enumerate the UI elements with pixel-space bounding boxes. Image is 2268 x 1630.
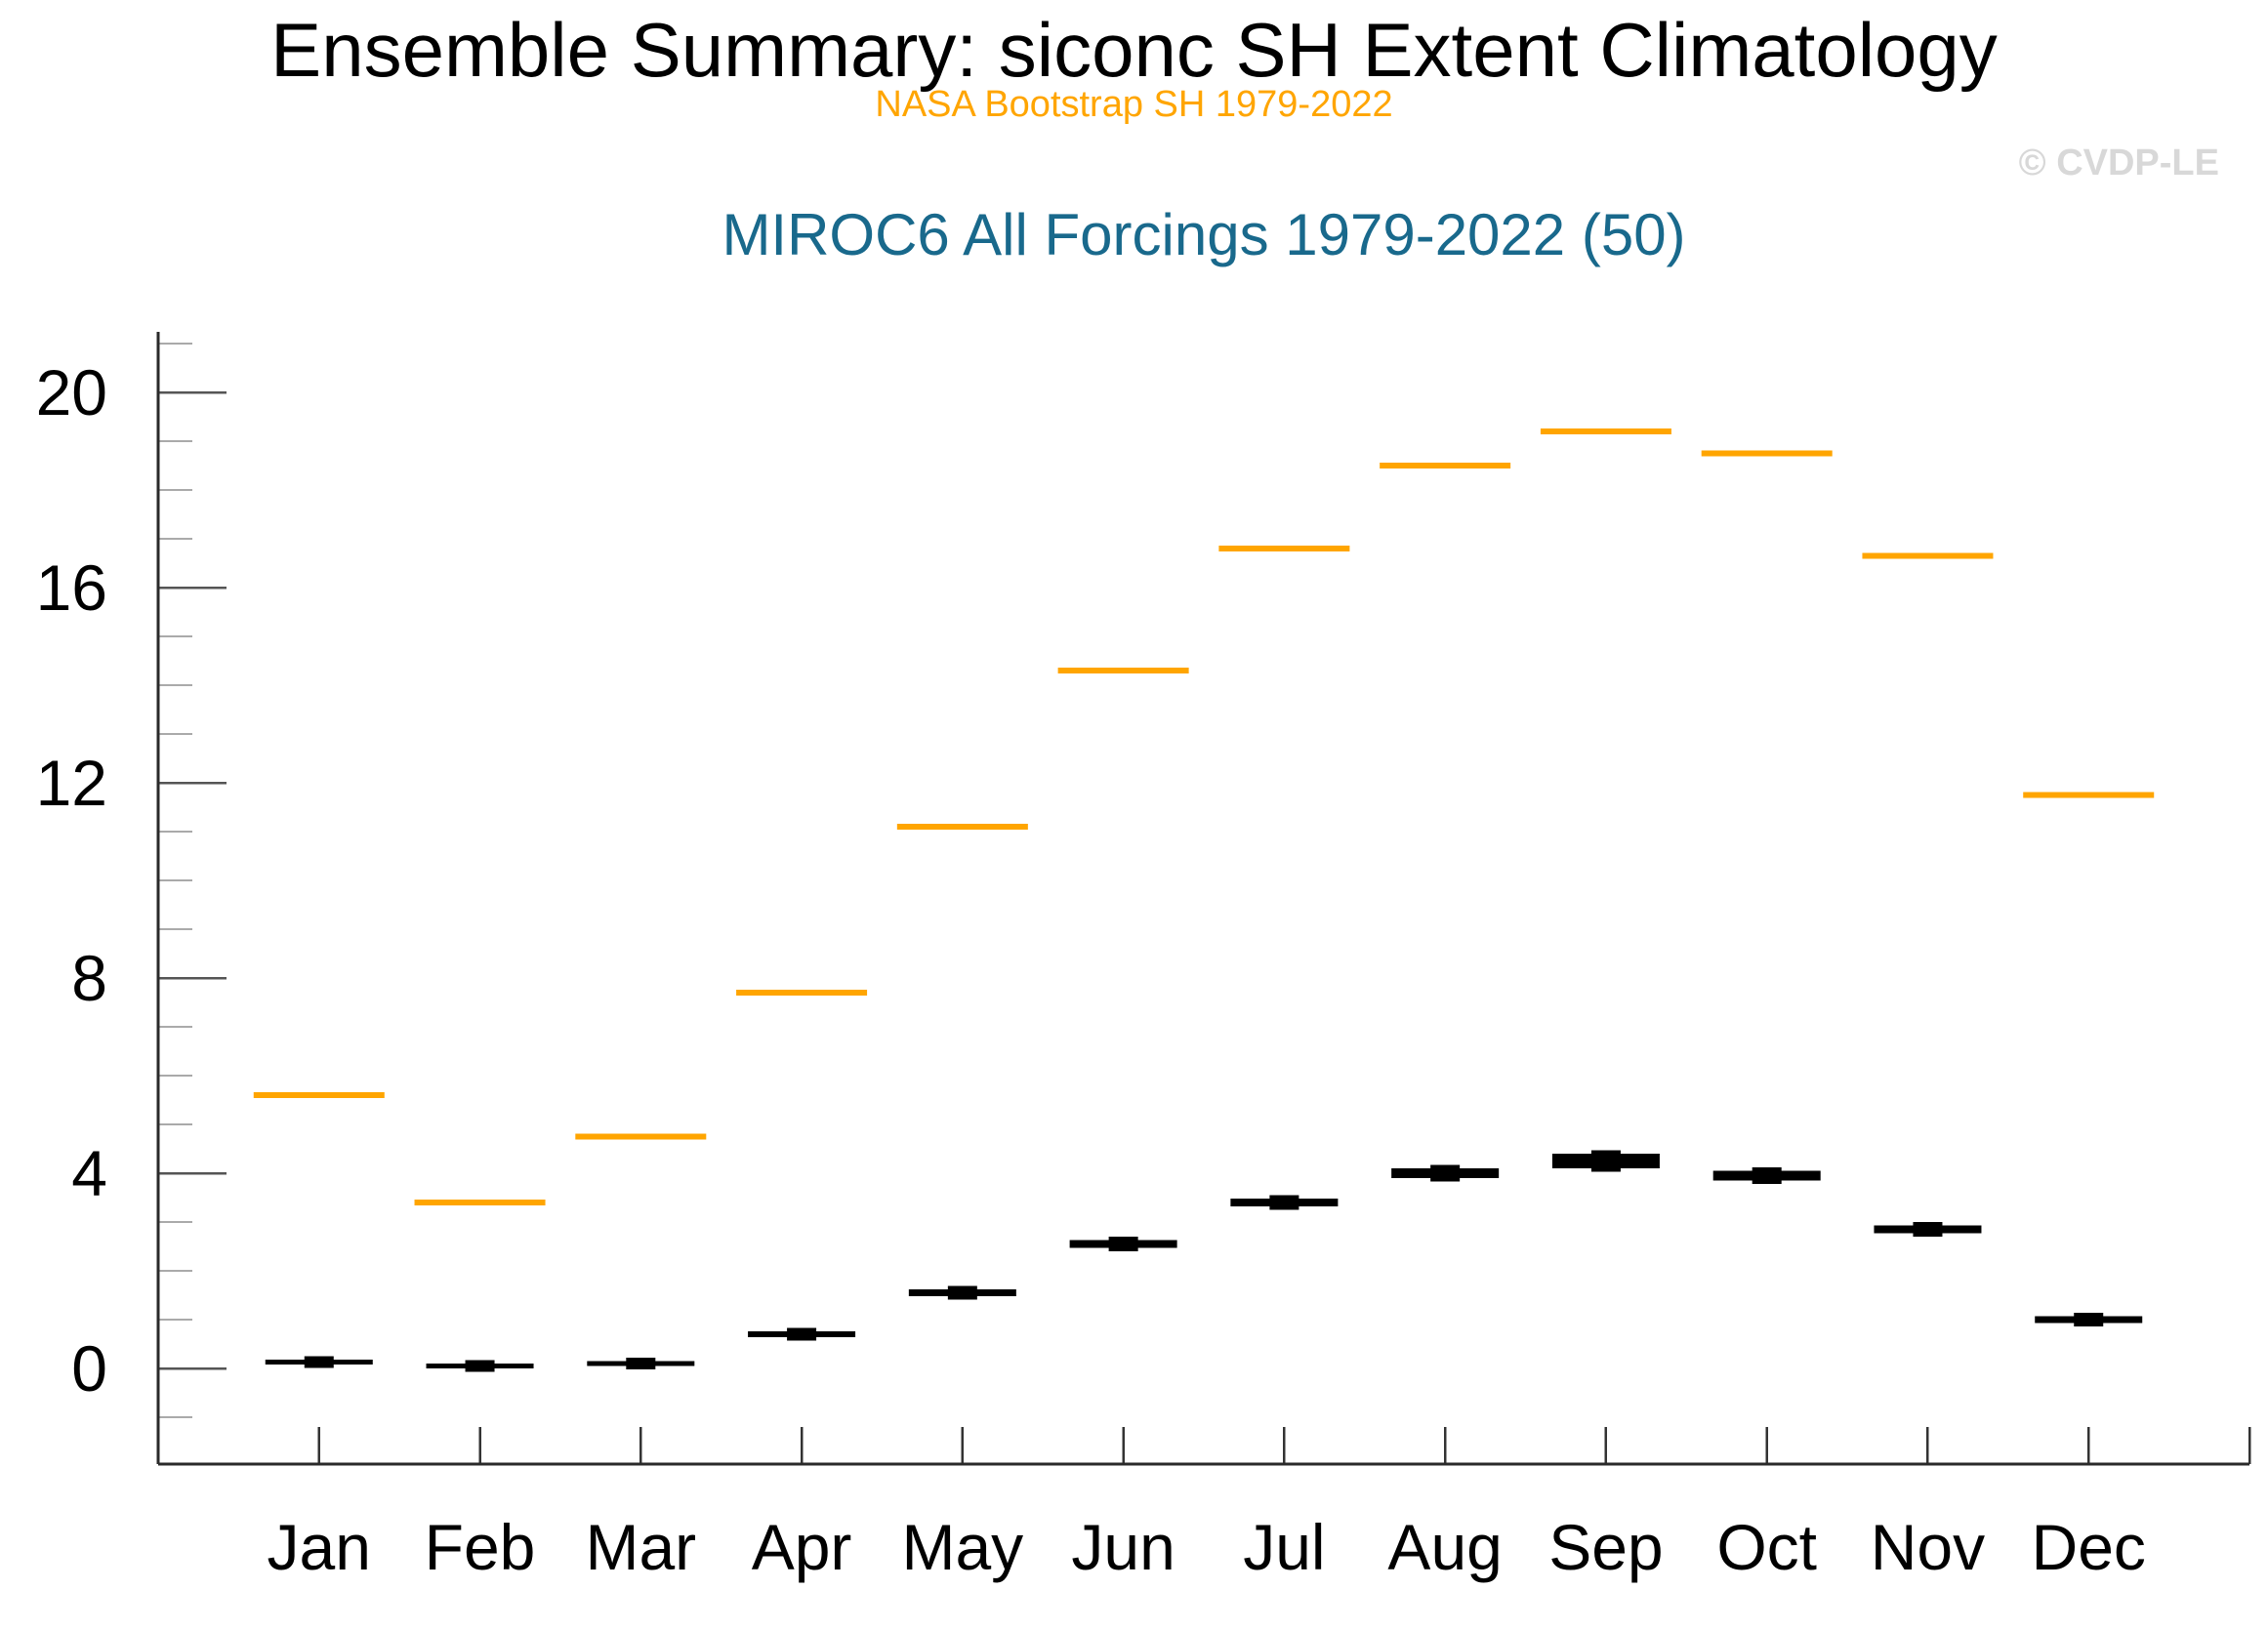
- y-tick-label: 16: [36, 551, 107, 624]
- ensemble-mean-marker-Nov: [1913, 1222, 1943, 1237]
- x-month-label: Aug: [1387, 1511, 1502, 1583]
- obs-segment-Dec: [2023, 792, 2155, 798]
- x-month-label: Oct: [1716, 1511, 1817, 1583]
- ensemble-mean-marker-Oct: [1752, 1167, 1782, 1184]
- obs-segment-Nov: [1862, 552, 1994, 559]
- x-month-label: Apr: [752, 1511, 852, 1583]
- y-tick-label: 8: [71, 942, 107, 1014]
- obs-segment-May: [896, 824, 1028, 830]
- obs-segment-Apr: [736, 990, 868, 996]
- obs-segment-Jan: [253, 1092, 385, 1098]
- ensemble-mean-marker-Aug: [1430, 1164, 1461, 1182]
- y-tick-label: 20: [36, 356, 107, 428]
- x-month-label: Jan: [268, 1511, 371, 1583]
- x-month-label: Sep: [1548, 1511, 1663, 1583]
- x-month-label: Nov: [1871, 1511, 1985, 1583]
- ensemble-mean-marker-Jan: [304, 1356, 334, 1368]
- obs-segment-Feb: [414, 1200, 546, 1205]
- ensemble-mean-marker-Feb: [465, 1360, 495, 1372]
- ensemble-subtitle: MIROC6 All Forcings 1979-2022 (50): [722, 202, 1686, 267]
- x-month-label: Jun: [1071, 1511, 1175, 1583]
- obs-segment-Oct: [1701, 450, 1833, 457]
- x-month-label: Jul: [1243, 1511, 1325, 1583]
- chart-title: Ensemble Summary: siconc SH Extent Clima…: [270, 7, 1998, 93]
- x-month-label: May: [902, 1511, 1024, 1583]
- cvdp-watermark: © CVDP-LE: [2018, 143, 2219, 183]
- ensemble-mean-marker-Dec: [2074, 1313, 2104, 1326]
- ensemble-mean-marker-Jun: [1108, 1237, 1138, 1251]
- obs-segment-Jul: [1218, 546, 1350, 551]
- obs-segment-Sep: [1540, 428, 1671, 434]
- ensemble-mean-marker-Mar: [626, 1358, 656, 1369]
- obs-segment-Mar: [575, 1133, 707, 1140]
- ensemble-mean-marker-Jul: [1269, 1195, 1299, 1210]
- y-tick-label: 4: [71, 1137, 107, 1209]
- y-tick-label: 12: [36, 747, 107, 819]
- x-month-label: Feb: [425, 1511, 536, 1583]
- x-month-label: Mar: [585, 1511, 696, 1583]
- y-tick-label: 0: [71, 1332, 107, 1405]
- obs-segment-Aug: [1380, 463, 1511, 469]
- obs-subtitle: NASA Bootstrap SH 1979-2022: [875, 84, 1393, 125]
- ensemble-mean-marker-Apr: [787, 1327, 817, 1341]
- obs-segment-Jun: [1057, 668, 1189, 673]
- ensemble-mean-marker-May: [947, 1285, 977, 1300]
- x-month-label: Dec: [2032, 1511, 2146, 1583]
- ensemble-mean-marker-Sep: [1590, 1150, 1621, 1172]
